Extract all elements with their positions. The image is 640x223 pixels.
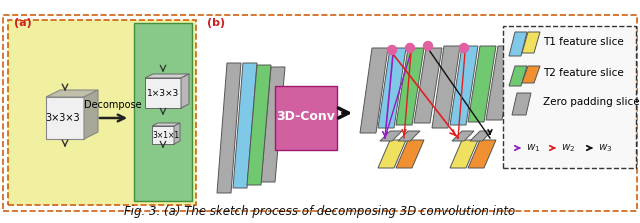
FancyBboxPatch shape: [3, 15, 637, 211]
Text: $w_2$: $w_2$: [561, 142, 575, 154]
Polygon shape: [522, 32, 540, 53]
Text: $w_3$: $w_3$: [598, 142, 612, 154]
Polygon shape: [360, 48, 388, 133]
Text: $w_1$: $w_1$: [526, 142, 540, 154]
Polygon shape: [261, 67, 285, 182]
Polygon shape: [152, 126, 174, 144]
Circle shape: [460, 43, 468, 52]
FancyBboxPatch shape: [8, 20, 196, 205]
Polygon shape: [181, 74, 189, 108]
Polygon shape: [414, 48, 442, 123]
Text: Decompose: Decompose: [84, 100, 142, 110]
Polygon shape: [145, 74, 189, 78]
Polygon shape: [46, 97, 84, 139]
Text: (b): (b): [207, 18, 225, 28]
Text: T1 feature slice: T1 feature slice: [543, 37, 624, 47]
Text: Zero padding slice: Zero padding slice: [543, 97, 639, 107]
Polygon shape: [470, 131, 492, 141]
Polygon shape: [468, 140, 496, 168]
FancyBboxPatch shape: [134, 23, 192, 201]
Polygon shape: [522, 66, 540, 83]
Polygon shape: [145, 78, 181, 108]
Text: 3D-Conv: 3D-Conv: [276, 111, 335, 124]
Polygon shape: [247, 65, 271, 185]
Text: 1×3×3: 1×3×3: [147, 89, 179, 97]
Polygon shape: [46, 90, 98, 97]
Circle shape: [406, 43, 415, 52]
Text: (a): (a): [14, 18, 32, 28]
Polygon shape: [380, 131, 402, 141]
Polygon shape: [512, 93, 531, 115]
Text: Fig. 3. (a) The sketch process of decomposing 3D convolution into: Fig. 3. (a) The sketch process of decomp…: [124, 205, 516, 218]
Polygon shape: [217, 63, 241, 193]
Polygon shape: [233, 63, 257, 188]
Text: T2 feature slice: T2 feature slice: [543, 68, 624, 78]
Circle shape: [424, 41, 433, 50]
Text: 3×3×3: 3×3×3: [45, 113, 80, 123]
Polygon shape: [509, 32, 527, 56]
Polygon shape: [396, 140, 424, 168]
Polygon shape: [398, 131, 420, 141]
FancyBboxPatch shape: [275, 86, 337, 150]
Polygon shape: [84, 90, 98, 139]
Polygon shape: [509, 66, 527, 86]
Polygon shape: [378, 48, 406, 128]
FancyBboxPatch shape: [503, 26, 636, 168]
Polygon shape: [432, 46, 460, 128]
Polygon shape: [450, 140, 478, 168]
Text: 3×1×1: 3×1×1: [152, 130, 180, 140]
Polygon shape: [174, 123, 180, 144]
Polygon shape: [396, 48, 424, 125]
Circle shape: [387, 45, 397, 54]
Polygon shape: [450, 46, 478, 125]
Polygon shape: [452, 131, 474, 141]
Polygon shape: [486, 46, 514, 120]
Polygon shape: [378, 140, 406, 168]
Polygon shape: [152, 123, 180, 126]
Polygon shape: [468, 46, 496, 122]
